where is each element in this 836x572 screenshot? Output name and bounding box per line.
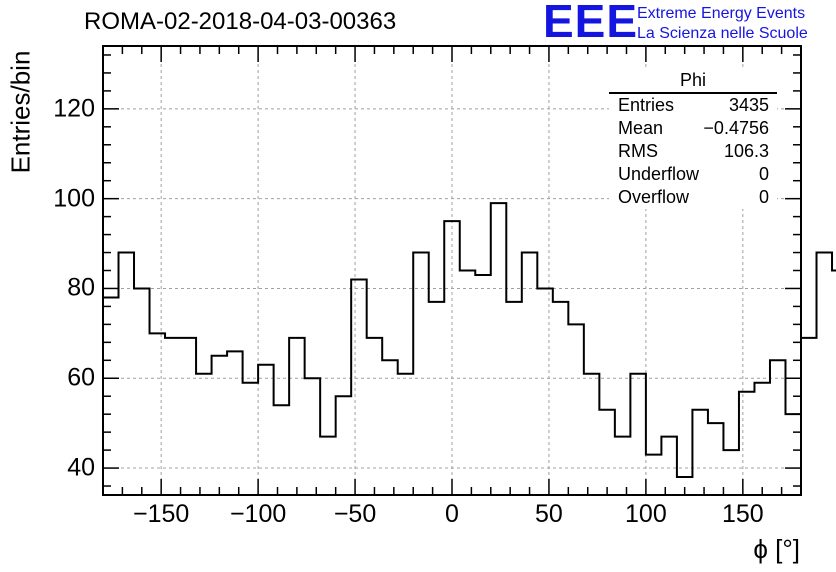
histogram-bin xyxy=(785,414,801,495)
histogram-bin xyxy=(444,221,460,495)
x-tick-label: 50 xyxy=(535,500,563,528)
x-tick-label: −100 xyxy=(229,500,287,528)
stats-row-rms: RMS 106.3 xyxy=(609,140,777,163)
histogram-bin xyxy=(150,333,166,495)
stats-value: −0.4756 xyxy=(703,118,769,138)
histogram-bin xyxy=(413,253,429,495)
histogram-bin xyxy=(522,253,538,495)
histogram-bin xyxy=(243,383,259,495)
histogram-bin xyxy=(227,351,243,495)
y-tick-label: 100 xyxy=(53,184,95,213)
histogram-bin xyxy=(661,437,677,495)
stats-label: RMS xyxy=(618,141,658,161)
y-tick-label: 40 xyxy=(67,453,95,482)
histogram-bin xyxy=(460,271,476,496)
histogram-bin xyxy=(475,275,491,495)
logo-caption-line1: Extreme Energy Events xyxy=(637,5,806,22)
histogram-bin xyxy=(382,360,398,495)
histogram-bin xyxy=(258,365,274,495)
stats-row-underflow: Underflow 0 xyxy=(609,163,777,186)
histogram-bin xyxy=(165,338,181,495)
stats-label: Mean xyxy=(618,118,664,138)
histogram-bin xyxy=(754,383,770,495)
x-tick-label: −50 xyxy=(333,500,377,528)
stats-label: Underflow xyxy=(618,164,700,184)
histogram-bin xyxy=(134,288,150,495)
histogram-bin xyxy=(801,338,817,495)
histogram-bin xyxy=(429,302,445,495)
histogram-bin xyxy=(181,338,197,495)
histogram-bin xyxy=(212,356,228,495)
histogram-bin xyxy=(289,338,305,495)
histogram-outline xyxy=(103,202,836,479)
x-tick-label: −150 xyxy=(133,500,190,528)
y-tick-label: 60 xyxy=(67,363,95,392)
histogram-bin xyxy=(770,360,786,495)
histogram-bin xyxy=(336,396,352,495)
histogram-bin xyxy=(491,203,507,495)
x-tick-label: 100 xyxy=(625,500,667,528)
y-tick-label: 80 xyxy=(67,273,95,302)
stats-row-mean: Mean −0.4756 xyxy=(609,117,777,140)
histogram-bin xyxy=(506,302,522,495)
stats-label: Overflow xyxy=(618,187,690,207)
logo-caption: Extreme Energy Events La Scienza nelle S… xyxy=(637,4,808,44)
histogram-bin xyxy=(305,378,321,495)
histogram-bin xyxy=(398,374,414,495)
histogram-bin xyxy=(599,410,615,495)
histogram-bin xyxy=(615,437,631,495)
histogram-bin xyxy=(196,374,212,495)
x-axis-label: ϕ [°] xyxy=(753,534,800,564)
histogram-bin xyxy=(568,324,584,495)
stats-value: 0 xyxy=(758,187,769,207)
y-tick-label: 120 xyxy=(53,94,95,123)
stats-value: 0 xyxy=(758,164,769,184)
histogram-bin xyxy=(692,410,708,495)
y-axis-label: Entries/bin xyxy=(5,50,36,174)
histogram-bin xyxy=(367,338,383,495)
eee-logo: EEE xyxy=(543,0,639,47)
x-tick-label: 0 xyxy=(445,500,459,528)
histogram-bin xyxy=(320,437,336,495)
chart-title: ROMA-02-2018-04-03-00363 xyxy=(84,8,397,35)
histogram-bin xyxy=(630,374,646,495)
histogram-bin xyxy=(708,423,724,495)
histogram-bin xyxy=(817,253,833,495)
stats-row-entries: Entries 3435 xyxy=(609,94,777,117)
histogram-bin xyxy=(274,405,290,495)
histogram-bin xyxy=(739,392,755,495)
histogram-bin xyxy=(119,253,135,495)
stats-value: 106.3 xyxy=(723,141,769,161)
stats-label: Entries xyxy=(618,95,675,115)
stats-box: Phi Entries 3435 Mean −0.4756 RMS 106.3 … xyxy=(609,70,777,209)
histogram-bin xyxy=(351,279,367,495)
stats-row-overflow: Overflow 0 xyxy=(609,186,777,209)
histogram-bin xyxy=(537,288,553,495)
histogram-bin xyxy=(646,455,662,495)
stats-title: Phi xyxy=(609,70,777,94)
histogram-bin xyxy=(584,374,600,495)
histogram-bin xyxy=(832,271,836,496)
logo-caption-line2: La Scienza nelle Scuole xyxy=(637,25,808,42)
x-tick-label: 150 xyxy=(721,500,764,528)
axis-ticks xyxy=(102,46,802,495)
histogram-bin xyxy=(553,302,569,495)
stats-value: 3435 xyxy=(728,95,769,115)
histogram-bin xyxy=(723,450,739,495)
